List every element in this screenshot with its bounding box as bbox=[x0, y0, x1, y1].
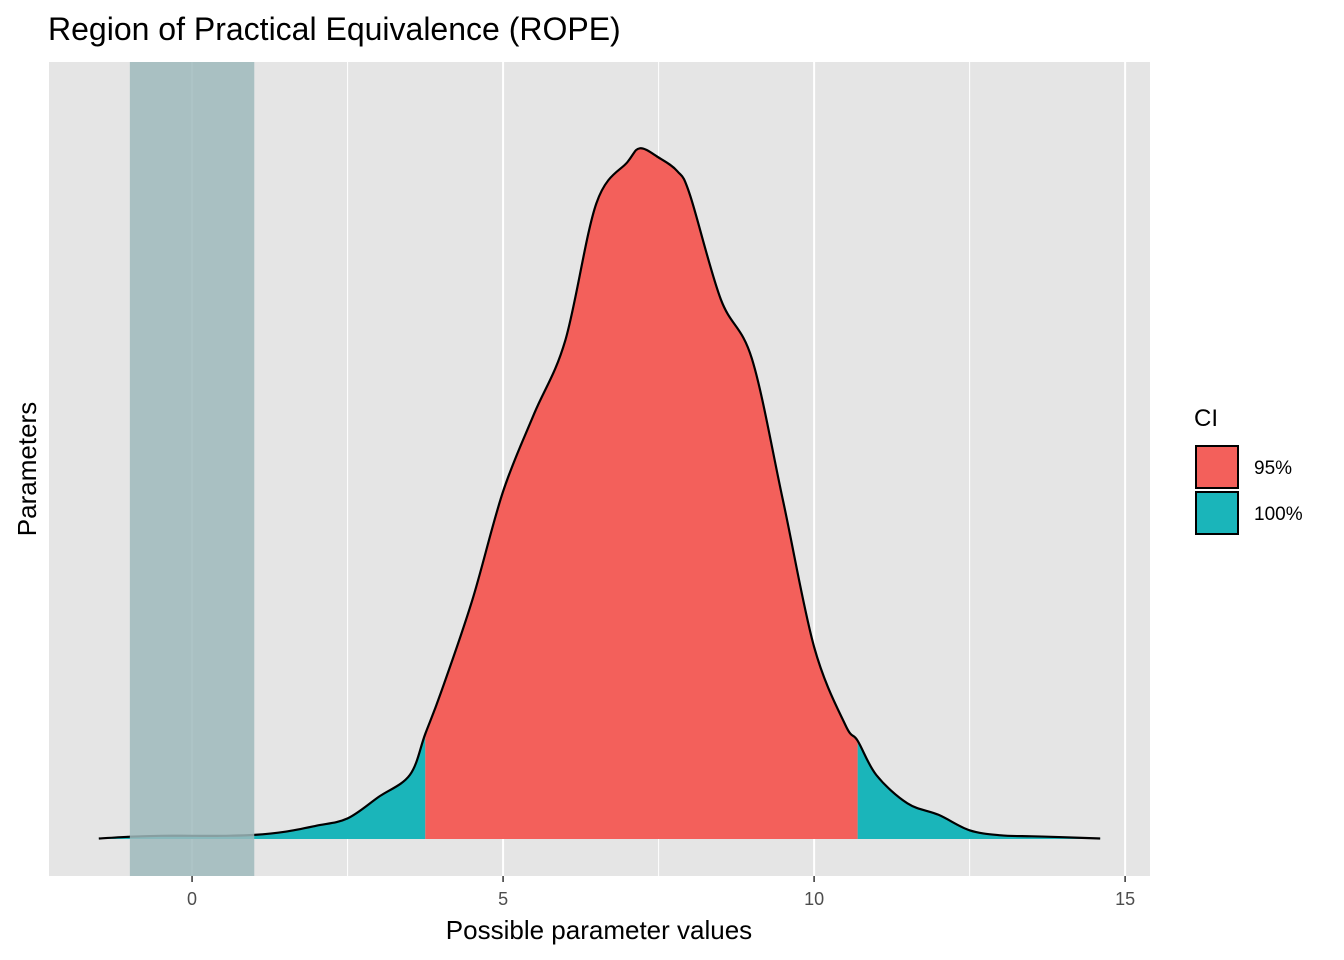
chart-title: Region of Practical Equivalence (ROPE) bbox=[48, 11, 621, 47]
x-tick-label: 5 bbox=[498, 889, 508, 909]
x-axis-ticks: 0 5 10 15 bbox=[187, 876, 1135, 909]
legend-label-1: 100% bbox=[1254, 504, 1303, 525]
density-outline bbox=[98, 147, 1101, 840]
ci-100-right-area bbox=[857, 740, 1101, 839]
x-axis-title: Possible parameter values bbox=[446, 915, 752, 945]
legend: CI 95% 100% bbox=[1194, 405, 1303, 535]
rope-band bbox=[129, 62, 255, 876]
legend-swatch-1 bbox=[1195, 491, 1239, 535]
legend-title: CI bbox=[1194, 405, 1218, 432]
x-tick-label: 15 bbox=[1115, 889, 1135, 909]
legend-swatch-0 bbox=[1195, 445, 1239, 489]
ci-100-left-area bbox=[98, 733, 426, 839]
x-tick-label: 0 bbox=[187, 889, 197, 909]
y-axis-title: Parameters bbox=[12, 402, 42, 536]
legend-label-0: 95% bbox=[1254, 458, 1292, 479]
ci-95-area bbox=[425, 148, 858, 840]
x-tick-label: 10 bbox=[804, 889, 824, 909]
ci-areas bbox=[98, 148, 1101, 840]
